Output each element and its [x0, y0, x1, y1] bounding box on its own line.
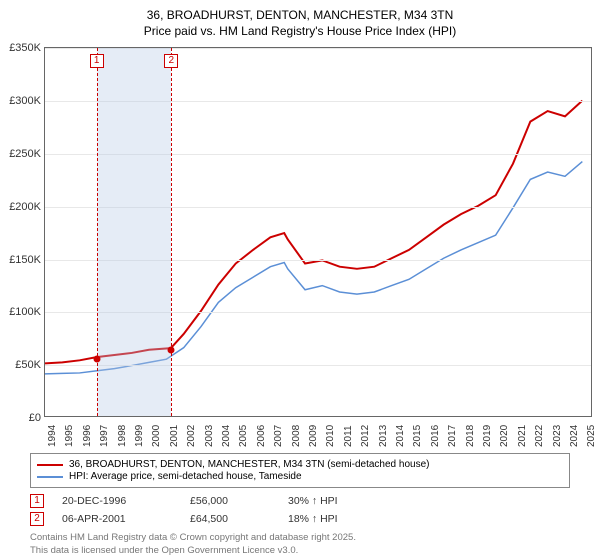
footer-attribution: Contains HM Land Registry data © Crown c…: [30, 532, 570, 557]
x-tick-label: 2012: [360, 425, 371, 447]
y-tick-label: £350K: [9, 42, 41, 54]
x-tick-label: 2002: [186, 425, 197, 447]
marker-dot-1: [93, 355, 100, 362]
y-tick-label: £200K: [9, 201, 41, 213]
x-tick-label: 2025: [586, 425, 597, 447]
x-tick-label: 2003: [204, 425, 215, 447]
marker-vline: [171, 48, 172, 416]
transaction-date: 06-APR-2001: [62, 513, 172, 525]
chart-area: £0£50K£100K£150K£200K£250K£300K£350K 12: [44, 47, 592, 417]
footer-line-2: This data is licensed under the Open Gov…: [30, 545, 570, 557]
transaction-table: 1 20-DEC-1996 £56,000 30% ↑ HPI 2 06-APR-2001…: [30, 494, 570, 526]
x-tick-label: 2011: [343, 426, 354, 448]
legend-row: HPI: Average price, semi-detached house,…: [37, 471, 563, 482]
transaction-date: 20-DEC-1996: [62, 495, 172, 507]
transaction-delta: 30% ↑ HPI: [288, 495, 338, 507]
x-tick-label: 2013: [378, 425, 389, 447]
x-tick-label: 2021: [517, 425, 528, 447]
transaction-delta: 18% ↑ HPI: [288, 513, 338, 525]
y-tick-label: £300K: [9, 95, 41, 107]
transaction-row: 1 20-DEC-1996 £56,000 30% ↑ HPI: [30, 494, 570, 508]
title-line-2: Price paid vs. HM Land Registry's House …: [10, 24, 590, 40]
x-tick-label: 2016: [430, 425, 441, 447]
y-tick-label: £150K: [9, 254, 41, 266]
x-tick-label: 2007: [273, 425, 284, 447]
y-tick-label: £50K: [15, 359, 41, 371]
title-line-1: 36, BROADHURST, DENTON, MANCHESTER, M34 …: [10, 8, 590, 24]
footer-line-1: Contains HM Land Registry data © Crown c…: [30, 532, 570, 544]
chart-plot: 12: [45, 48, 591, 416]
x-tick-label: 2008: [291, 425, 302, 447]
shaded-transaction-band: [97, 48, 172, 416]
legend-swatch: [37, 464, 63, 466]
marker-label-2: 2: [164, 54, 178, 68]
marker-label-1: 1: [90, 54, 104, 68]
transaction-marker-box: 2: [30, 512, 44, 526]
chart-title-block: 36, BROADHURST, DENTON, MANCHESTER, M34 …: [0, 0, 600, 43]
legend-row: 36, BROADHURST, DENTON, MANCHESTER, M34 …: [37, 459, 563, 470]
x-tick-label: 2004: [221, 425, 232, 447]
transaction-price: £56,000: [190, 495, 270, 507]
legend-label: HPI: Average price, semi-detached house,…: [69, 471, 302, 482]
marker-dot-2: [168, 347, 175, 354]
y-tick-label: £100K: [9, 306, 41, 318]
x-tick-label: 2022: [534, 425, 545, 447]
transaction-price: £64,500: [190, 513, 270, 525]
legend-swatch: [37, 476, 63, 478]
x-tick-label: 1998: [117, 425, 128, 447]
x-tick-label: 1997: [99, 425, 110, 447]
x-tick-label: 2009: [308, 425, 319, 447]
transaction-row: 2 06-APR-2001 £64,500 18% ↑ HPI: [30, 512, 570, 526]
x-tick-label: 2006: [256, 425, 267, 447]
chart-legend: 36, BROADHURST, DENTON, MANCHESTER, M34 …: [30, 453, 570, 488]
x-tick-label: 2005: [238, 425, 249, 447]
x-tick-label: 1995: [64, 425, 75, 447]
x-axis-labels: 1994 1995 1996 1997 1998 1999 2000 2001 2002 2003…: [44, 417, 592, 451]
x-tick-label: 2017: [447, 425, 458, 447]
x-tick-label: 2023: [552, 425, 563, 447]
y-tick-label: £250K: [9, 148, 41, 160]
x-tick-label: 2024: [569, 425, 580, 447]
legend-label: 36, BROADHURST, DENTON, MANCHESTER, M34 …: [69, 459, 429, 470]
x-tick-label: 2000: [151, 425, 162, 447]
x-tick-label: 1999: [134, 425, 145, 447]
x-tick-label: 2020: [499, 425, 510, 447]
x-tick-label: 2018: [465, 425, 476, 447]
y-tick-label: £0: [29, 412, 41, 424]
x-tick-label: 1996: [82, 425, 93, 447]
x-tick-label: 2015: [412, 425, 423, 447]
x-tick-label: 2014: [395, 425, 406, 447]
x-tick-label: 1994: [47, 425, 58, 447]
transaction-marker-box: 1: [30, 494, 44, 508]
x-tick-label: 2001: [169, 425, 180, 447]
x-tick-label: 2019: [482, 425, 493, 447]
x-tick-label: 2010: [325, 425, 336, 447]
